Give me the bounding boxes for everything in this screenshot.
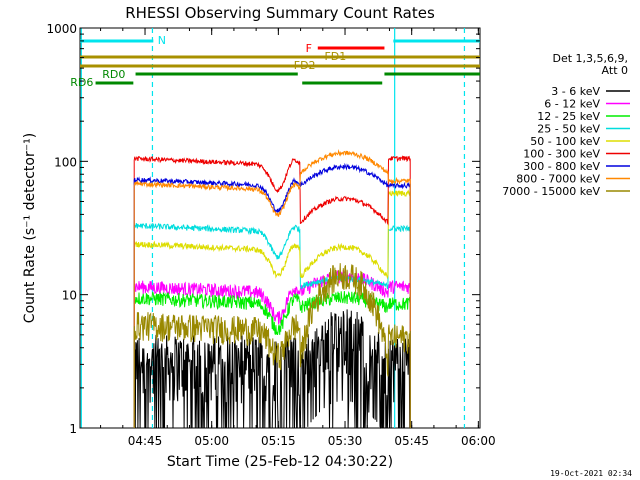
x-tick-label-3: 05:15 (261, 434, 296, 448)
generation-timestamp: 19-Oct-2021 02:34 (550, 469, 632, 478)
legend-label-1: 3 - 6 keV (551, 85, 600, 98)
x-tick-label-2: 05:00 (194, 434, 229, 448)
series-line-3 (133, 291, 411, 428)
legend-header-1: Det 1,3,5,6,9, (552, 52, 628, 65)
status-label-rd0: RD0 (102, 68, 125, 81)
x-axis-label: Start Time (25-Feb-12 04:30:22) (167, 454, 393, 470)
series-line-9 (133, 263, 411, 428)
status-label-fd2: FD2 (294, 59, 316, 72)
chart-title: RHESSI Observing Summary Count Rates (125, 4, 435, 22)
status-label-n: N (158, 34, 166, 47)
legend-label-8: 800 - 7000 keV (516, 173, 600, 186)
series-line-5 (133, 189, 411, 428)
legend-label-6: 100 - 300 keV (523, 148, 600, 161)
x-tick-label-5: 05:45 (394, 434, 429, 448)
axes: 04:45 05:00 05:15 05:30 05:45 06:00 1 10 100 1000 (46, 22, 495, 448)
y-tick-label-4: 1000 (46, 22, 77, 36)
y-tick-label-3: 100 (54, 155, 77, 169)
status-bars: N F FD1 FD2 RD0 RD6 (70, 34, 480, 89)
series-line-8 (133, 149, 411, 428)
x-tick-label-6: 06:00 (461, 434, 496, 448)
status-label-rd6: RD6 (70, 76, 93, 89)
y-axis-label: Count Rate (s⁻¹ detector⁻¹) (22, 133, 38, 323)
series-lines (133, 149, 411, 430)
legend-label-3: 12 - 25 keV (537, 110, 600, 123)
y-tick-label-2: 10 (62, 289, 77, 303)
status-label-fd1: FD1 (324, 50, 346, 63)
series-line-2 (133, 269, 411, 428)
legend-label-9: 7000 - 15000 keV (502, 185, 600, 198)
legend-label-4: 25 - 50 keV (537, 123, 600, 136)
series-line-1 (133, 309, 411, 430)
legend-header-2: Att 0 (602, 64, 628, 77)
status-label-f: F (306, 42, 312, 55)
series-line-6 (133, 155, 411, 428)
series-line-4 (133, 222, 411, 428)
legend-label-2: 6 - 12 keV (544, 98, 600, 111)
y-tick-label-1: 1 (69, 422, 77, 436)
legend-label-7: 300 - 800 keV (523, 160, 600, 173)
legend-label-5: 50 - 100 keV (530, 135, 600, 148)
x-tick-label-1: 04:45 (128, 434, 163, 448)
series-line-7 (133, 162, 411, 428)
x-tick-label-4: 05:30 (328, 434, 363, 448)
